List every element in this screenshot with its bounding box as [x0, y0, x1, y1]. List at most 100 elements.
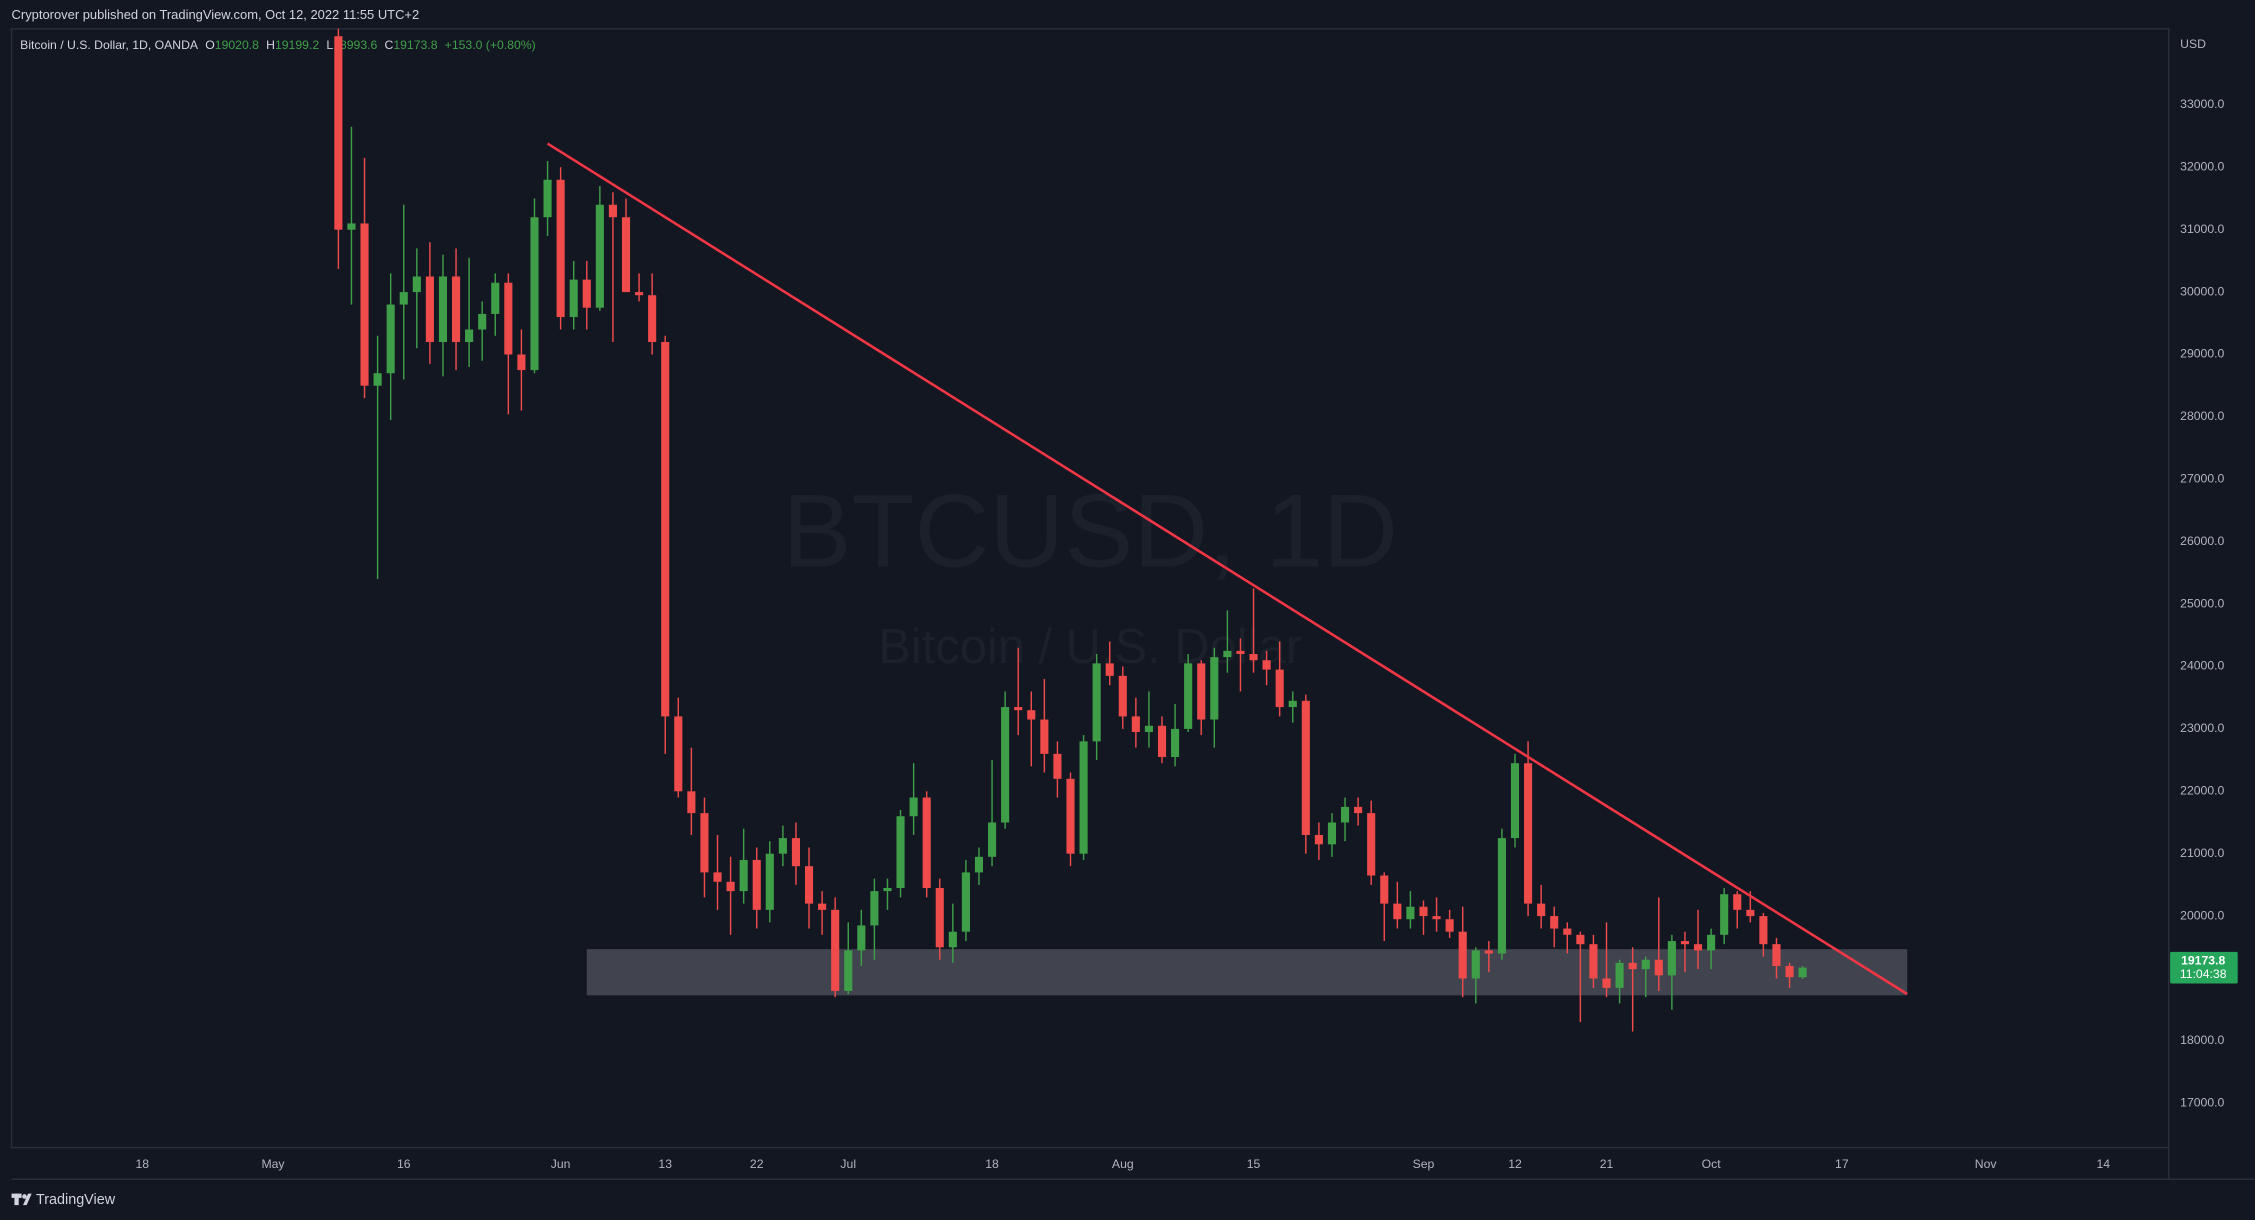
candle-body	[530, 217, 539, 371]
candle-body	[1040, 719, 1049, 754]
candle-body	[909, 797, 918, 817]
candle-body	[1014, 707, 1023, 711]
candle-body	[1001, 707, 1010, 823]
candle-body	[844, 950, 853, 991]
candle-body	[1432, 916, 1441, 920]
candle-body	[1471, 950, 1480, 979]
candle-body	[988, 822, 997, 857]
candle-body	[922, 797, 931, 889]
y-tick-label: 32000.0	[2180, 160, 2224, 174]
candle-body	[883, 888, 892, 892]
publisher-line: Cryptorover published on TradingView.com…	[12, 7, 420, 22]
legend-key: O	[205, 38, 215, 52]
candle-body	[1406, 906, 1415, 920]
legend-value: 19199.2	[275, 38, 319, 52]
candle-body	[831, 909, 840, 991]
legend-value: 18993.6	[333, 38, 377, 52]
x-tick-label: 15	[1247, 1157, 1261, 1171]
candle-body	[635, 292, 644, 296]
candle-body	[1667, 941, 1676, 976]
candle-body	[870, 891, 879, 926]
candle-body	[739, 859, 748, 892]
x-tick-label: Nov	[1975, 1157, 1998, 1171]
legend-key: C	[384, 38, 393, 52]
x-tick-label: Jun	[551, 1157, 571, 1171]
candle-body	[1772, 944, 1781, 967]
candle-body	[1589, 944, 1598, 979]
watermark-description: Bitcoin / U.S. Dollar	[878, 620, 1302, 674]
candle-body	[1157, 725, 1167, 757]
candle-body	[1105, 663, 1114, 676]
candle-body	[491, 282, 500, 314]
x-tick-label: 16	[397, 1157, 411, 1171]
candle-body	[1301, 700, 1310, 835]
candle-body	[1693, 944, 1703, 951]
x-tick-label: Aug	[1112, 1157, 1134, 1171]
candle-body	[818, 903, 827, 910]
branding: TradingView	[36, 1192, 116, 1208]
candle-body	[1445, 919, 1454, 932]
candle-body	[1393, 903, 1402, 920]
candle-body	[1144, 725, 1153, 733]
candle-body	[948, 931, 957, 948]
legend-key: H	[266, 38, 275, 52]
candle-body	[1367, 813, 1376, 876]
x-tick-label: May	[261, 1157, 285, 1171]
candle-body	[451, 276, 461, 343]
candle-body	[687, 791, 696, 814]
last-price-box	[2170, 951, 2238, 984]
y-tick-label: 21000.0	[2180, 846, 2224, 860]
candle-body	[621, 217, 631, 293]
candle-body	[569, 279, 578, 318]
candle-body	[1550, 916, 1559, 929]
candle-body	[412, 276, 421, 293]
candle-body	[1236, 650, 1245, 655]
candle-body	[778, 838, 787, 854]
candle-body	[543, 179, 552, 218]
y-tick-label: 28000.0	[2180, 409, 2224, 423]
candle-body	[1314, 834, 1323, 845]
candle-body	[1733, 894, 1742, 910]
candle-body	[1563, 928, 1572, 935]
candle-body	[1210, 657, 1219, 720]
legend-title: Bitcoin / U.S. Dollar, 1D, OANDA	[20, 38, 199, 52]
candle-body	[1340, 806, 1350, 823]
candle-body	[582, 279, 591, 308]
y-tick-label: 30000.0	[2180, 284, 2224, 298]
candle-body	[896, 816, 905, 889]
candle-body	[857, 925, 866, 951]
candle-body	[1092, 663, 1101, 742]
candle-body	[1641, 959, 1650, 970]
candle-body	[1524, 763, 1533, 904]
candle-body	[1576, 934, 1585, 945]
candle-body	[517, 354, 526, 371]
y-tick-label: 26000.0	[2180, 534, 2224, 548]
candle-body	[1066, 778, 1075, 854]
x-tick-label: Sep	[1413, 1157, 1435, 1171]
candle-body	[1720, 894, 1729, 935]
candle-body	[465, 329, 474, 343]
candle-body	[360, 223, 369, 386]
candle-body	[1262, 660, 1271, 670]
candle-body	[713, 872, 722, 882]
candle-body	[1223, 650, 1232, 658]
candle-body	[648, 295, 657, 343]
candles	[334, 28, 1908, 1032]
candle-body	[1654, 959, 1663, 976]
y-tick-label: 24000.0	[2180, 659, 2224, 673]
legend-change: +153.0 (+0.80%)	[445, 38, 536, 52]
y-axis-label: USD	[2180, 37, 2206, 51]
candle-body	[1027, 710, 1036, 720]
candle-body	[1275, 669, 1284, 708]
candle-body	[1759, 916, 1768, 945]
candle-body	[556, 179, 565, 318]
candle-body	[1785, 966, 1794, 978]
candle-body	[804, 866, 814, 904]
candle-body	[791, 838, 801, 867]
candle-body	[1249, 654, 1258, 661]
candle-body	[1537, 903, 1546, 917]
legend-key: L	[326, 38, 333, 52]
candle-body	[1380, 875, 1389, 904]
